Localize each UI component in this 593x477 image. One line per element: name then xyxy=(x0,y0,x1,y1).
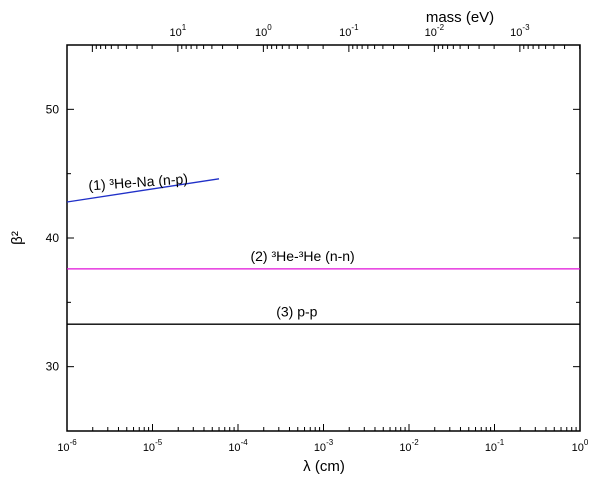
x-tick-label: 10-5 xyxy=(143,438,163,454)
series-group xyxy=(66,178,580,325)
series-label-3: (3) p-p xyxy=(276,303,317,319)
x-tick-label: 10-2 xyxy=(399,438,419,454)
top-tick-label: 10-3 xyxy=(510,23,530,39)
top-tick-label: 10-1 xyxy=(339,23,359,39)
series-line-1 xyxy=(66,178,220,203)
series-label-1: (1) ³He-Na (n-p) xyxy=(88,170,188,193)
x-tick-label: 10-4 xyxy=(228,438,248,454)
axis-ticks: 10-6 10-5 10-4 10-3 10-2 10-1 100 101 100 10-1 10-… xyxy=(46,23,589,454)
top-axis-label: mass (eV) xyxy=(426,9,494,26)
series-label-2: (2) ³He-³He (n-n) xyxy=(250,248,354,264)
y-tick-label: 40 xyxy=(46,231,60,245)
top-tick-label: 100 xyxy=(255,23,272,39)
x-tick-label: 10-3 xyxy=(314,438,334,454)
x-tick-label: 10-6 xyxy=(57,438,77,454)
y-axis-label: β² xyxy=(9,231,26,245)
annotation-group: (1) ³He-Na (n-p) (2) ³He-³He (n-n) (3) p-p xyxy=(88,170,355,319)
axis-labels: λ (cm) mass (eV) β² xyxy=(9,9,494,475)
plot-frame xyxy=(66,44,581,432)
top-tick-label: 10-2 xyxy=(425,23,445,39)
x-tick-label: 10-1 xyxy=(485,438,505,454)
x-tick-label: 100 xyxy=(572,438,589,454)
top-tick-label: 101 xyxy=(170,23,187,39)
x-axis-label: λ (cm) xyxy=(303,458,345,475)
y-tick-label: 50 xyxy=(46,102,60,116)
y-tick-label: 30 xyxy=(46,360,60,374)
